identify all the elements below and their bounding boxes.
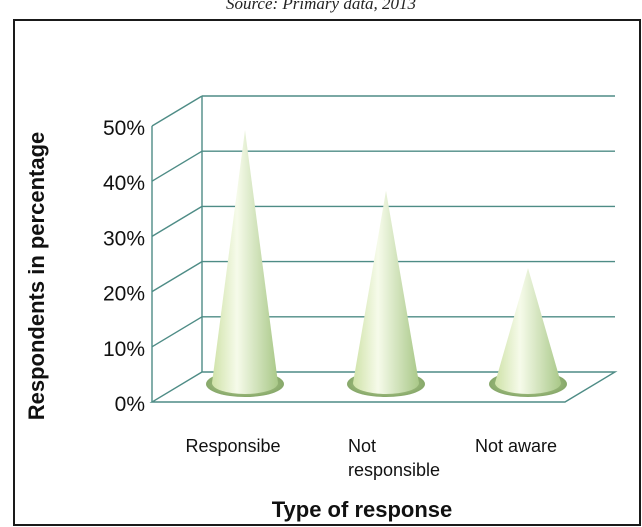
bottom-cutoff xyxy=(15,492,639,495)
gridline-side xyxy=(151,150,203,182)
cone-body xyxy=(212,130,278,394)
y-tick-label: 20% xyxy=(103,283,145,306)
x-tick-label-line: responsible xyxy=(348,460,440,480)
x-tick-label-line: Responsibe xyxy=(185,436,280,456)
cones xyxy=(206,130,567,397)
cone-mark xyxy=(206,130,284,397)
cone-body xyxy=(353,190,419,394)
y-axis-title: Respondents in percentage xyxy=(24,132,49,421)
gridline-side xyxy=(151,205,203,238)
x-tick-labels: Responsibe Not responsible Not aware xyxy=(185,436,557,480)
y-tick-label: 30% xyxy=(103,227,145,250)
cone-mark xyxy=(347,190,425,397)
cone-mark xyxy=(489,268,567,397)
y-tick-labels: 0% 10% 20% 30% 40% 50% xyxy=(103,117,145,416)
x-tick-label: Not responsible xyxy=(348,436,440,480)
gridline-side xyxy=(151,95,203,127)
x-tick-label-line: Not aware xyxy=(475,436,557,456)
cone-body xyxy=(495,268,561,394)
x-tick-label: Not aware xyxy=(475,436,557,456)
chart-frame xyxy=(13,19,641,526)
y-tick-label: 40% xyxy=(103,172,145,195)
y-tick-label: 50% xyxy=(103,117,145,140)
gridlines xyxy=(151,95,615,402)
x-axis-title: Type of response xyxy=(272,497,453,522)
x-tick-label-line: Not xyxy=(348,436,376,456)
gridline-side xyxy=(151,316,203,348)
y-tick-label: 10% xyxy=(103,338,145,361)
source-note: Source: Primary data, 2013 xyxy=(225,0,417,13)
gridline-side xyxy=(151,260,203,293)
y-tick-label: 0% xyxy=(115,393,145,416)
x-tick-label: Responsibe xyxy=(185,436,280,456)
